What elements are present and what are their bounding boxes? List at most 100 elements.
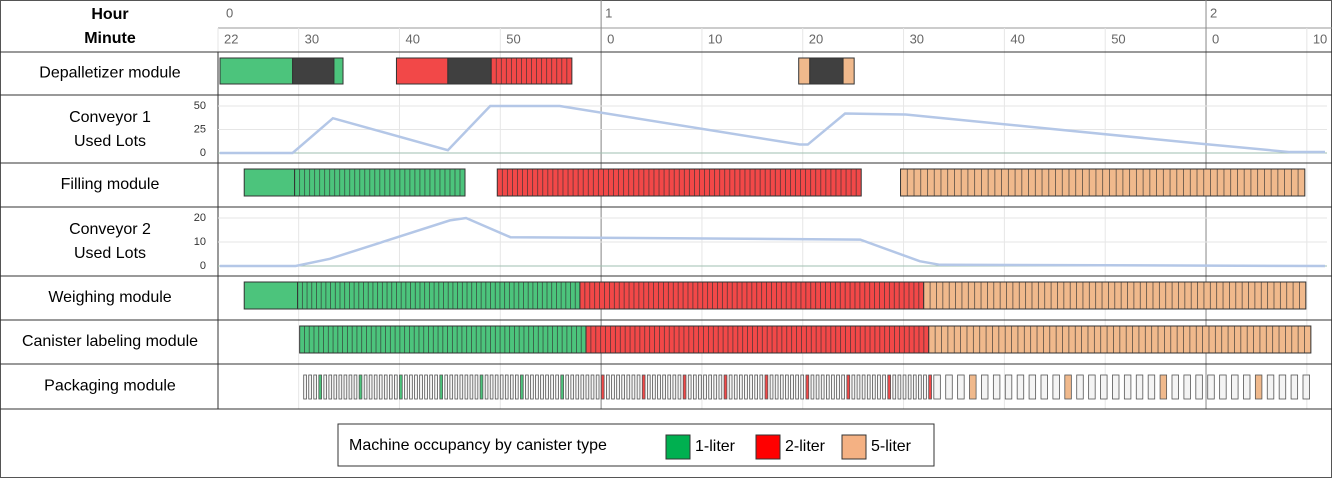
gantt-bar — [447, 57, 492, 85]
package-box — [1207, 374, 1215, 400]
package-box — [434, 374, 438, 400]
package-box — [388, 374, 393, 400]
package-box — [439, 374, 443, 400]
package-box — [800, 374, 805, 400]
package-box — [1016, 374, 1025, 400]
package-box — [550, 374, 554, 400]
package-box — [693, 374, 697, 400]
package-box — [454, 374, 459, 400]
package-box — [907, 374, 912, 400]
package-box — [1040, 374, 1048, 400]
package-box — [313, 374, 317, 400]
package-box — [399, 374, 403, 400]
y-tick-label: 50 — [194, 100, 206, 112]
package-box — [698, 374, 702, 400]
package-box — [459, 374, 464, 400]
legend-label: 1-liter — [695, 438, 736, 455]
gantt-bar — [395, 57, 449, 85]
package-box — [570, 374, 575, 400]
package-box — [1243, 374, 1251, 400]
row-label: Used Lots — [74, 133, 146, 150]
package-box — [1064, 374, 1072, 400]
package-box — [449, 374, 454, 400]
x-tick-label: 0 — [1212, 31, 1219, 46]
package-box — [1302, 374, 1310, 400]
row-label: Packaging module — [44, 378, 176, 395]
package-box — [866, 374, 871, 400]
package-box — [318, 374, 322, 400]
package-box — [368, 374, 373, 400]
package-box — [662, 374, 666, 400]
package-box — [810, 374, 815, 400]
package-box — [464, 374, 469, 400]
package-box — [1147, 374, 1156, 400]
package-box — [856, 374, 861, 400]
package-box — [363, 374, 368, 400]
package-box — [1231, 374, 1239, 400]
package-box — [338, 374, 343, 400]
package-box — [1254, 374, 1263, 400]
package-box — [945, 374, 953, 400]
package-box — [409, 374, 413, 400]
package-box — [560, 374, 564, 400]
hour-tick-label: 1 — [605, 5, 612, 20]
y-tick-label: 0 — [200, 147, 206, 159]
package-box — [1171, 374, 1179, 400]
package-box — [790, 374, 794, 400]
package-box — [687, 374, 692, 400]
package-box — [969, 374, 977, 400]
package-box — [626, 374, 631, 400]
package-box — [606, 374, 610, 400]
package-box — [723, 374, 728, 400]
package-box — [831, 374, 835, 400]
gantt-bar — [219, 57, 294, 85]
package-box — [754, 374, 758, 400]
package-box — [394, 374, 398, 400]
package-box — [652, 374, 656, 400]
package-box — [555, 374, 559, 400]
package-box — [897, 374, 902, 400]
row-label: Weighing module — [48, 289, 171, 306]
minute-label: Minute — [84, 30, 136, 47]
x-tick-label: 20 — [809, 31, 823, 46]
package-box — [764, 374, 769, 400]
package-box — [479, 374, 484, 400]
package-box — [484, 374, 489, 400]
package-box — [378, 374, 383, 400]
y-tick-label: 25 — [194, 123, 206, 135]
package-box — [545, 374, 549, 400]
package-box — [590, 374, 595, 400]
package-box — [728, 374, 733, 400]
package-box — [928, 374, 932, 400]
package-box — [1028, 374, 1037, 400]
row-label: Conveyor 2 — [69, 221, 151, 238]
package-box — [992, 374, 1001, 400]
package-box — [933, 374, 941, 400]
x-tick-label: 0 — [607, 31, 614, 46]
package-box — [580, 374, 585, 400]
package-box — [474, 374, 479, 400]
package-box — [348, 374, 353, 400]
x-tick-label: 30 — [910, 31, 924, 46]
package-box — [718, 374, 723, 400]
package-box — [1100, 374, 1108, 400]
package-box — [611, 374, 615, 400]
package-box — [636, 374, 641, 400]
package-box — [774, 374, 779, 400]
package-box — [565, 374, 569, 400]
package-box — [1266, 374, 1275, 400]
package-box — [540, 374, 544, 400]
package-box — [872, 374, 876, 400]
package-box — [353, 374, 358, 400]
package-box — [1112, 374, 1120, 400]
legend-label: 2-liter — [785, 438, 826, 455]
package-box — [585, 374, 590, 400]
package-box — [515, 374, 519, 400]
x-tick-label: 10 — [1313, 31, 1327, 46]
package-box — [489, 374, 494, 400]
gantt-bar — [798, 57, 811, 85]
legend-swatch — [755, 434, 781, 460]
package-box — [759, 374, 764, 400]
package-box — [815, 374, 820, 400]
